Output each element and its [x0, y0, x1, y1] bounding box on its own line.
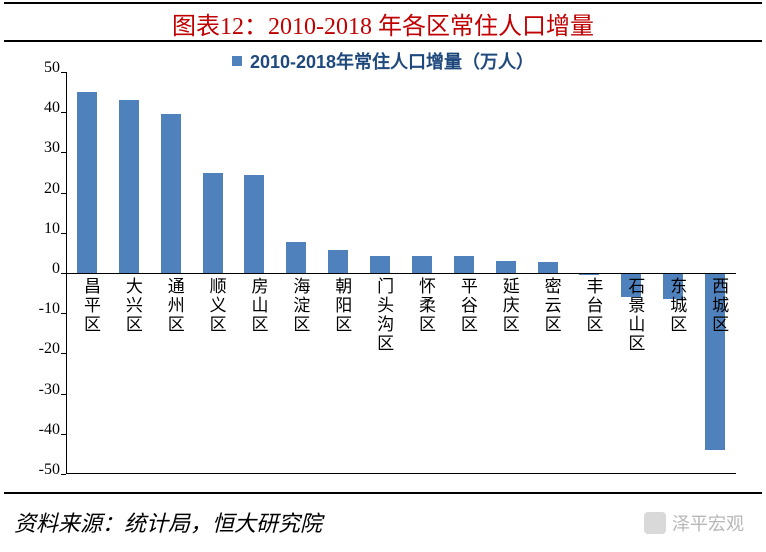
category-label: 延庆区	[497, 277, 522, 334]
bar	[328, 250, 348, 273]
bar	[412, 256, 432, 273]
bar-chart: 昌平区大兴区通州区顺义区房山区海淀区朝阳区门头沟区怀柔区平谷区延庆区密云区丰台区…	[20, 68, 746, 478]
ytick-label: 10	[20, 220, 60, 238]
header-rule-bottom	[4, 40, 762, 42]
category-label: 顺义区	[204, 277, 229, 334]
watermark: 泽平宏观	[644, 510, 744, 536]
ytick-mark	[61, 233, 66, 234]
category-label: 东城区	[664, 277, 689, 334]
bar	[454, 256, 474, 273]
bar	[370, 256, 390, 273]
ytick-label: -30	[20, 381, 60, 399]
bar	[286, 242, 306, 273]
bar	[538, 262, 558, 273]
ytick-label: -50	[20, 461, 60, 479]
category-label: 丰台区	[580, 277, 605, 334]
footer-rule	[4, 492, 762, 494]
ytick-mark	[61, 112, 66, 113]
bar	[203, 173, 223, 274]
ytick-label: -20	[20, 340, 60, 358]
category-label: 海淀区	[287, 277, 312, 334]
ytick-mark	[61, 434, 66, 435]
ytick-mark	[61, 474, 66, 475]
category-label: 房山区	[245, 277, 270, 334]
category-label: 密云区	[539, 277, 564, 334]
ytick-mark	[61, 353, 66, 354]
bar	[77, 92, 97, 273]
category-label: 门头沟区	[371, 277, 396, 353]
bar	[119, 100, 139, 273]
ytick-label: 30	[20, 139, 60, 157]
zero-line	[66, 273, 736, 274]
bar	[496, 261, 516, 273]
bar	[244, 175, 264, 273]
ytick-mark	[61, 313, 66, 314]
category-label: 平谷区	[455, 277, 480, 334]
ytick-mark	[61, 394, 66, 395]
ytick-label: 40	[20, 99, 60, 117]
ytick-label: -40	[20, 421, 60, 439]
ytick-mark	[61, 193, 66, 194]
ytick-label: 0	[20, 260, 60, 278]
source-label: 资料来源：统计局，恒大研究院	[14, 511, 322, 536]
ytick-label: 20	[20, 180, 60, 198]
ytick-mark	[61, 72, 66, 73]
legend-swatch	[232, 56, 242, 66]
category-label: 西城区	[706, 277, 731, 334]
category-label: 石景山区	[622, 277, 647, 353]
category-label: 大兴区	[120, 277, 145, 334]
category-label: 朝阳区	[329, 277, 354, 334]
ytick-label: 50	[20, 59, 60, 77]
ytick-label: -10	[20, 300, 60, 318]
ytick-mark	[61, 152, 66, 153]
header-rule-top	[4, 2, 762, 4]
category-label: 怀柔区	[413, 277, 438, 334]
chart-title: 图表12：2010-2018 年各区常住人口增量	[172, 14, 594, 40]
watermark-label: 泽平宏观	[672, 510, 744, 536]
category-label: 通州区	[162, 277, 187, 334]
category-label: 昌平区	[78, 277, 103, 334]
bar	[161, 114, 181, 273]
wechat-icon	[644, 512, 666, 534]
